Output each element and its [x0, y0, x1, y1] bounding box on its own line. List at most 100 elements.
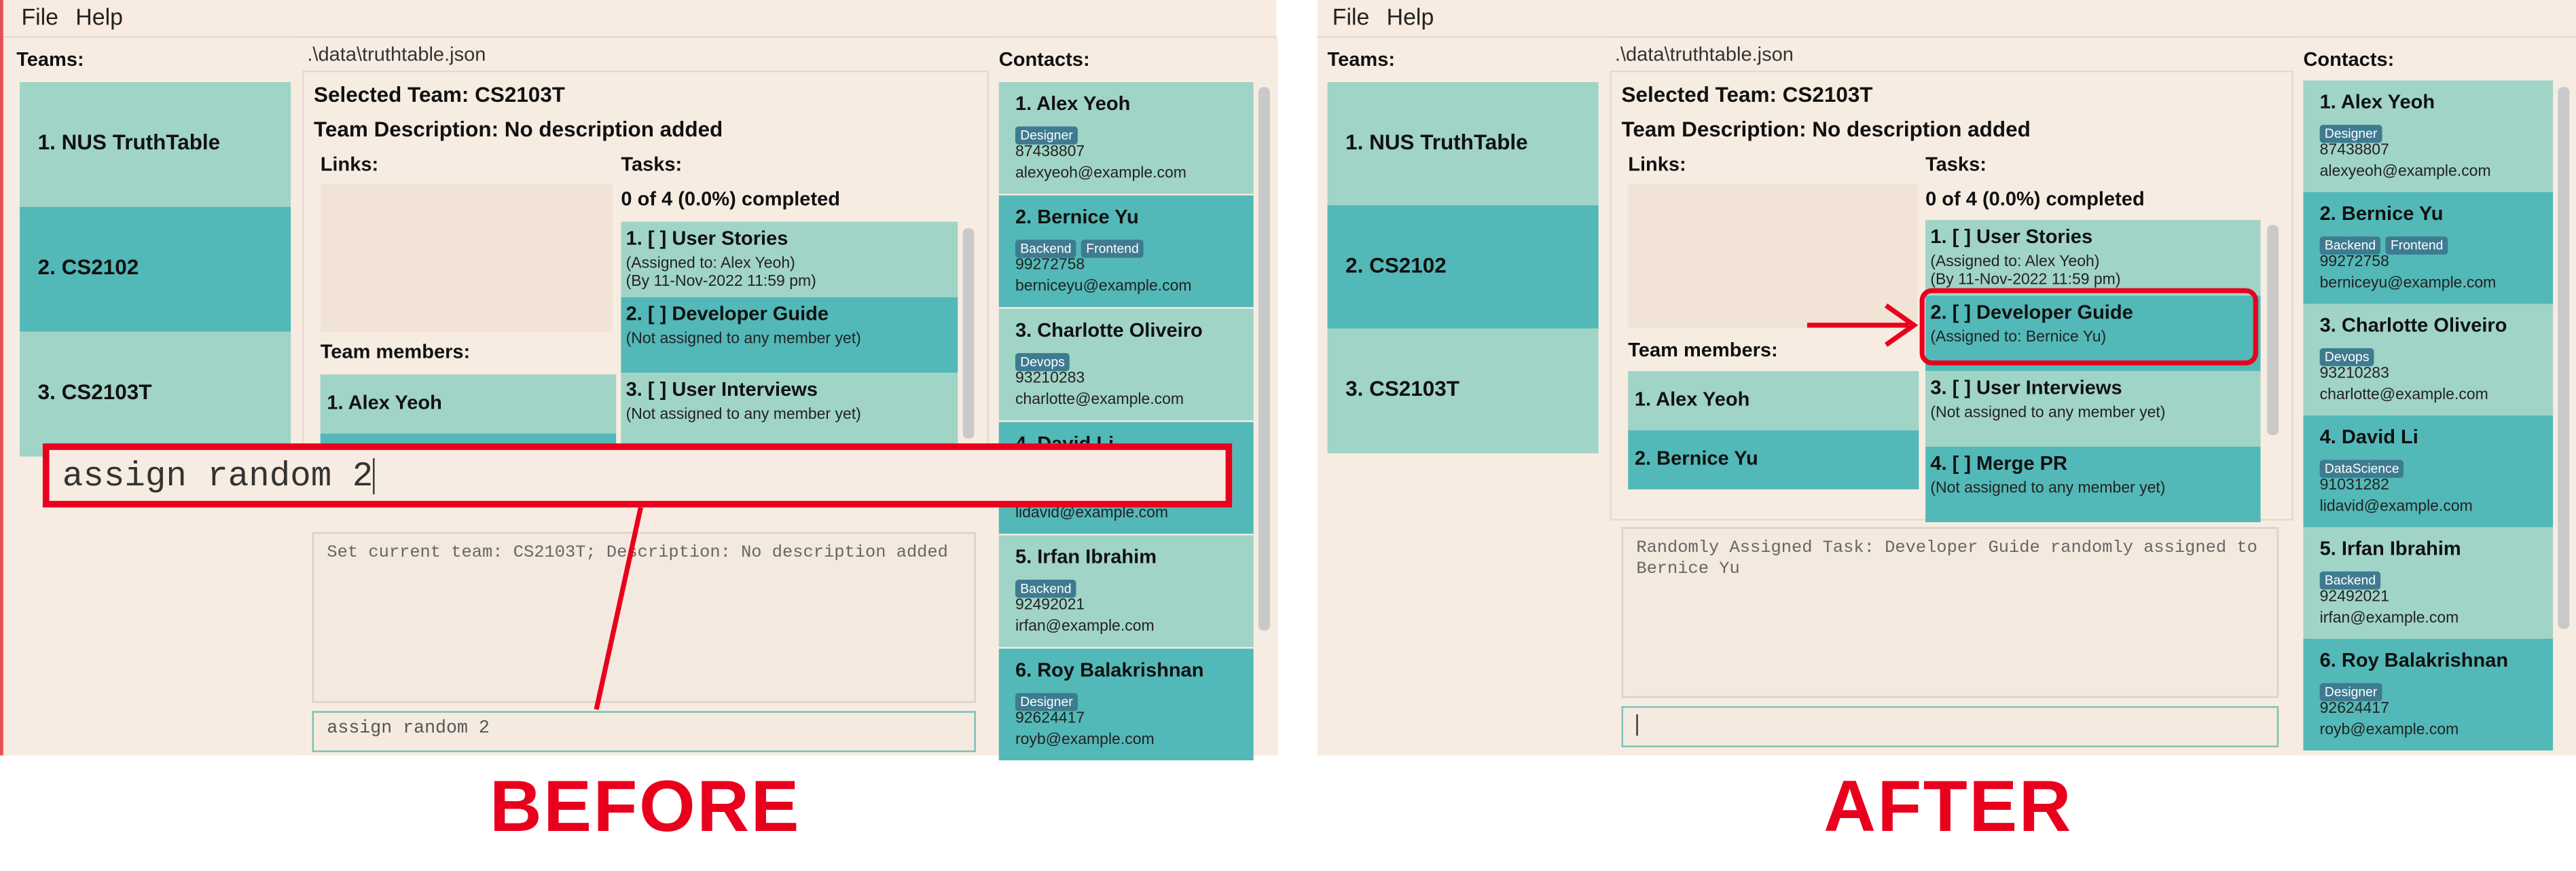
contact-phone: 91031282	[2319, 476, 2389, 495]
team-item[interactable]: 2. CS2102	[1327, 205, 1599, 331]
task-item[interactable]: 2. [ ] Developer Guide (Not assigned to …	[621, 297, 958, 373]
selected-team: Selected Team: CS2103T	[1621, 81, 1873, 107]
task-item[interactable]: 3. [ ] User Interviews (Not assigned to …	[621, 373, 958, 449]
contact-email: berniceyu@example.com	[1015, 277, 1192, 296]
contact-email: irfan@example.com	[2319, 609, 2459, 628]
member-item[interactable]: 2. Bernice Yu	[1628, 430, 1919, 489]
member-item[interactable]: 1. Alex Yeoh	[1628, 371, 1919, 430]
team-name: 2. CS2102	[1345, 253, 1447, 278]
help-menu[interactable]: Help	[75, 3, 123, 30]
comparison-stage: File Help Teams: 1. NUS TruthTable 2. CS…	[0, 0, 2576, 847]
contacts-scrollbar[interactable]	[1258, 87, 1270, 631]
task-item[interactable]: 3. [ ] User Interviews (Not assigned to …	[1925, 371, 2261, 447]
file-menu[interactable]: File	[1332, 3, 1370, 30]
contact-card[interactable]: 5. Irfan Ibrahim Backend 92492021 irfan@…	[2303, 527, 2554, 639]
task-assignee: (Not assigned to any member yet)	[625, 330, 861, 348]
task-deadline: (By 11-Nov-2022 11:59 pm)	[1930, 271, 2121, 289]
member-item[interactable]: 1. Alex Yeoh	[320, 374, 617, 434]
text-caret	[1636, 714, 1638, 736]
menu-bar: File Help	[1318, 0, 2576, 38]
member-name: 1. Alex Yeoh	[1634, 387, 1750, 411]
contact-phone: 92492021	[1015, 596, 1085, 614]
task-deadline: (By 11-Nov-2022 11:59 pm)	[625, 272, 816, 291]
task-item[interactable]: 4. [ ] Merge PR (Not assigned to any mem…	[1925, 446, 2261, 523]
contact-tag: Frontend	[1081, 240, 1144, 258]
tasks-progress: 0 of 4 (0.0%) completed	[1925, 187, 2145, 210]
contact-tag: Backend	[2319, 571, 2381, 590]
contact-card[interactable]: 1. Alex Yeoh Designer 87438807 alexyeoh@…	[998, 81, 1254, 194]
contact-name: 2. Bernice Yu	[1015, 205, 1139, 229]
links-label: Links:	[320, 152, 379, 176]
contact-card[interactable]: 3. Charlotte Oliveiro Devops 93210283 ch…	[998, 308, 1254, 421]
contact-card[interactable]: 6. Roy Balakrishnan Designer 92624417 ro…	[2303, 638, 2554, 751]
contact-name: 3. Charlotte Oliveiro	[2319, 314, 2507, 337]
task-assignee: (Not assigned to any member yet)	[1930, 479, 2166, 498]
contact-card[interactable]: 2. Bernice Yu Backend Frontend 99272758 b…	[2303, 192, 2554, 304]
task-item[interactable]: 1. [ ] User Stories (Assigned to: Alex Y…	[621, 221, 958, 297]
contact-card[interactable]: 6. Roy Balakrishnan Designer 92624417 ro…	[998, 648, 1254, 760]
file-path: .\data\truthtable.json	[1614, 42, 1794, 66]
task-title: 1. [ ] User Stories	[625, 226, 788, 250]
team-item[interactable]: 3. CS2103T	[1327, 328, 1599, 453]
after-highlight-annotation	[1807, 288, 2258, 366]
app-window-before: File Help Teams: 1. NUS TruthTable 2. CS…	[0, 0, 1278, 760]
team-name: 1. NUS TruthTable	[37, 130, 221, 155]
file-path: .\data\truthtable.json	[307, 42, 486, 66]
task-title: 3. [ ] User Interviews	[1930, 375, 2122, 399]
team-item[interactable]: 3. CS2103T	[20, 331, 291, 457]
task-assignee: (Assigned to: Alex Yeoh)	[1930, 253, 2100, 272]
help-menu[interactable]: Help	[1386, 3, 1434, 30]
links-list	[320, 183, 613, 332]
task-assignee: (Not assigned to any member yet)	[625, 405, 861, 424]
links-list	[1628, 183, 1917, 329]
team-item[interactable]: 1. NUS TruthTable	[20, 81, 291, 207]
team-name: 3. CS2103T	[37, 379, 152, 405]
command-box[interactable]	[1621, 706, 2279, 747]
contact-phone: 99272758	[1015, 256, 1085, 274]
contact-email: charlotte@example.com	[1015, 390, 1184, 409]
contact-email: alexyeoh@example.com	[2319, 162, 2491, 181]
command-text: assign random 2	[327, 719, 490, 739]
teams-label: Teams:	[16, 48, 84, 71]
contact-card[interactable]: 1. Alex Yeoh Designer 87438807 alexyeoh@…	[2303, 80, 2554, 193]
team-item[interactable]: 1. NUS TruthTable	[1327, 81, 1599, 207]
contact-name: 3. Charlotte Oliveiro	[1015, 318, 1203, 342]
contacts-scrollbar[interactable]	[2558, 87, 2570, 629]
after-caption: AFTER	[1824, 766, 2073, 848]
contact-phone: 99272758	[2319, 253, 2389, 272]
menu-bar: File Help	[3, 0, 1277, 38]
contact-tag: Designer	[1015, 692, 1078, 711]
tasks-label: Tasks:	[1925, 152, 1987, 176]
before-callout-line	[594, 506, 643, 710]
text-caret	[373, 458, 375, 495]
task-title: 2. [ ] Developer Guide	[1930, 300, 2133, 324]
before-caption: BEFORE	[489, 766, 801, 848]
task-item[interactable]: 2. [ ] Developer Guide (Assigned to: Ber…	[1925, 295, 2261, 371]
contact-tag: Designer	[1015, 126, 1078, 145]
team-members-label: Team members:	[320, 339, 471, 363]
command-box[interactable]: assign random 2	[312, 711, 976, 752]
teams-panel: Teams: 1. NUS TruthTable 2. CS2102 3. CS…	[1318, 37, 1606, 756]
contact-name: 1. Alex Yeoh	[1015, 92, 1131, 115]
task-title: 4. [ ] Merge PR	[1930, 451, 2067, 475]
contact-tag: Devops	[2319, 348, 2374, 367]
tasks-scrollbar[interactable]	[2267, 225, 2279, 436]
team-description: Team Description: No description added	[1621, 116, 2031, 142]
contact-card[interactable]: 3. Charlotte Oliveiro Devops 93210283 ch…	[2303, 303, 2554, 416]
team-details-panel: Selected Team: CS2103T Team Description:…	[1610, 71, 2293, 523]
member-name: 2. Bernice Yu	[1634, 446, 1758, 470]
tasks-scrollbar[interactable]	[962, 228, 975, 439]
contact-name: 5. Irfan Ibrahim	[1015, 545, 1157, 568]
contact-tag: Designer	[2319, 683, 2382, 701]
contact-phone: 92624417	[1015, 709, 1085, 728]
team-item[interactable]: 2. CS2102	[20, 206, 291, 332]
task-item[interactable]: 1. [ ] User Stories (Assigned to: Alex Y…	[1925, 220, 2261, 296]
file-menu[interactable]: File	[21, 3, 59, 30]
contact-card[interactable]: 2. Bernice Yu Backend Frontend 99272758 b…	[998, 195, 1254, 308]
selected-team: Selected Team: CS2103T	[314, 81, 566, 107]
contact-card[interactable]: 5. Irfan Ibrahim Backend 92492021 irfan@…	[998, 535, 1254, 648]
contact-phone: 92624417	[2319, 699, 2389, 718]
contact-card[interactable]: 4. David Li DataScience 91031282 lidavid…	[2303, 415, 2554, 527]
contact-tag: DataScience	[2319, 460, 2404, 478]
contact-tag: Backend	[1015, 579, 1076, 598]
